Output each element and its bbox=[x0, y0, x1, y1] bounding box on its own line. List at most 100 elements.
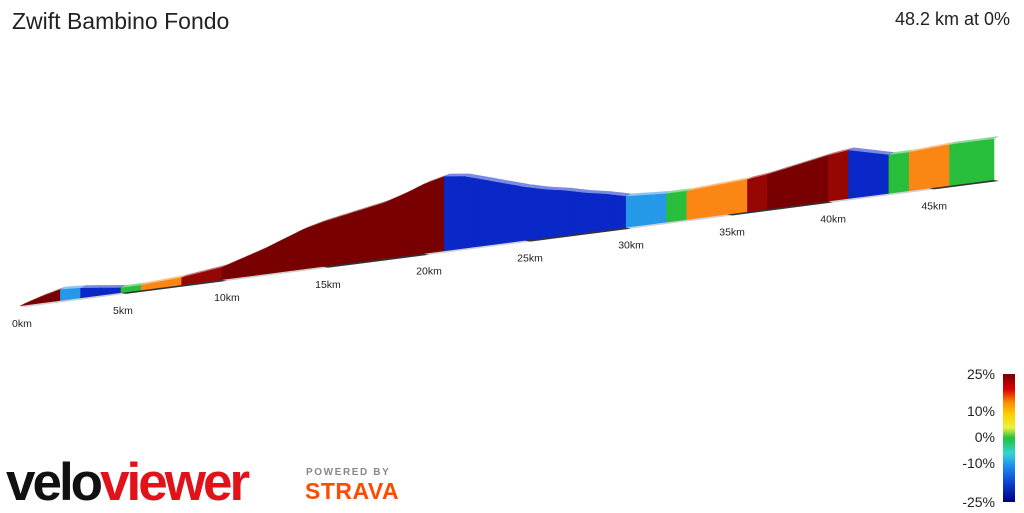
profile-segment bbox=[787, 166, 794, 208]
profile-segment bbox=[504, 183, 511, 244]
profile-segment bbox=[545, 189, 551, 239]
profile-segment-top bbox=[813, 155, 824, 161]
profile-segment-top bbox=[257, 246, 268, 253]
profile-segment bbox=[499, 182, 506, 245]
profile-segment bbox=[191, 273, 198, 285]
distance-strip bbox=[525, 227, 632, 242]
profile-segment bbox=[898, 152, 905, 193]
profile-segment bbox=[353, 210, 359, 264]
profile-segment-top bbox=[50, 288, 61, 294]
profile-segment bbox=[65, 288, 71, 301]
profile-segment bbox=[201, 270, 208, 283]
profile-segment bbox=[555, 189, 561, 238]
profile-segment bbox=[807, 159, 814, 205]
profile-segment-top bbox=[984, 136, 995, 141]
profile-segment-top bbox=[373, 201, 384, 207]
profile-segment bbox=[337, 215, 344, 266]
profile-segment-top bbox=[55, 286, 66, 292]
profile-segment-top bbox=[307, 222, 319, 228]
profile-segment-top bbox=[914, 147, 925, 152]
profile-segment bbox=[312, 223, 319, 269]
profile-segment bbox=[923, 148, 930, 190]
distance-strip bbox=[424, 240, 531, 255]
profile-segment-top bbox=[843, 147, 854, 152]
profile-segment bbox=[272, 241, 278, 274]
profile-segment-top bbox=[333, 214, 344, 219]
profile-segment bbox=[403, 191, 410, 257]
profile-segment-top bbox=[575, 188, 586, 193]
profile-segment bbox=[383, 200, 390, 260]
profile-segment bbox=[186, 274, 193, 285]
distance-strip bbox=[222, 266, 329, 281]
profile-segment bbox=[489, 180, 496, 246]
profile-segment-top bbox=[60, 286, 71, 290]
distance-strip bbox=[323, 253, 430, 268]
profile-segment bbox=[444, 176, 450, 252]
profile-segment-top bbox=[691, 186, 702, 191]
profile-segment-top bbox=[838, 148, 849, 154]
profile-segment-top bbox=[550, 186, 561, 191]
profile-segment-top bbox=[520, 183, 531, 188]
profile-segment bbox=[716, 184, 723, 217]
profile-segment bbox=[802, 161, 809, 206]
profile-segment-top bbox=[136, 282, 147, 287]
profile-segment bbox=[833, 152, 839, 202]
profile-segment bbox=[984, 139, 991, 182]
profile-segment bbox=[120, 286, 127, 294]
profile-segment bbox=[322, 220, 329, 268]
profile-segment-top bbox=[848, 147, 859, 152]
profile-segment-top bbox=[893, 150, 905, 155]
profile-segment bbox=[181, 275, 188, 286]
profile-segment-top bbox=[611, 191, 622, 196]
profile-segment bbox=[519, 186, 526, 242]
veloviewer-logo[interactable]: veloviewer bbox=[6, 452, 296, 513]
profile-segment bbox=[696, 187, 703, 219]
profile-segment-top bbox=[343, 211, 354, 216]
profile-segment-top bbox=[989, 136, 999, 140]
profile-segment bbox=[656, 193, 662, 224]
profile-segment bbox=[509, 184, 516, 243]
profile-segment-top bbox=[732, 178, 743, 183]
strava-logo[interactable]: STRAVA bbox=[305, 478, 400, 504]
profile-segment bbox=[287, 234, 294, 272]
profile-segment-top bbox=[565, 187, 576, 192]
profile-segment bbox=[413, 186, 420, 256]
profile-segment bbox=[858, 151, 864, 198]
profile-segment bbox=[817, 156, 824, 204]
profile-segment-top bbox=[681, 188, 692, 192]
profile-segment-top bbox=[767, 169, 778, 175]
profile-segment bbox=[969, 141, 976, 184]
profile-segment bbox=[762, 174, 768, 211]
profile-segment bbox=[681, 190, 688, 221]
profile-segment-top bbox=[782, 165, 793, 170]
profile-segment-top bbox=[909, 148, 920, 153]
profile-segment-top bbox=[661, 190, 672, 195]
profile-segment bbox=[469, 177, 475, 249]
profile-segment-top bbox=[535, 185, 546, 190]
profile-segment-top bbox=[45, 290, 56, 296]
profile-segment-top bbox=[434, 175, 445, 181]
profile-segment-top bbox=[464, 173, 475, 178]
profile-segment-top bbox=[929, 144, 940, 149]
profile-segment bbox=[292, 231, 299, 272]
profile-segment-top bbox=[686, 187, 697, 192]
profile-segment bbox=[125, 286, 132, 293]
profile-segment bbox=[408, 188, 415, 257]
profile-segment bbox=[317, 221, 324, 268]
profile-segment-top bbox=[934, 143, 945, 148]
profile-segment bbox=[822, 155, 829, 203]
profile-segment bbox=[974, 140, 981, 183]
profile-segment bbox=[989, 138, 995, 181]
profile-segment-top bbox=[186, 272, 197, 277]
km-tick-label: 40km bbox=[820, 213, 846, 225]
profile-segment bbox=[302, 227, 309, 270]
profile-segment bbox=[44, 292, 51, 304]
profile-segment-top bbox=[30, 296, 41, 302]
profile-segment-top bbox=[530, 184, 541, 189]
profile-segment bbox=[262, 246, 268, 275]
profile-segment bbox=[80, 287, 86, 299]
profile-segment bbox=[666, 192, 672, 223]
profile-segment-top bbox=[232, 257, 243, 264]
profile-segment bbox=[55, 289, 61, 302]
profile-segment bbox=[636, 195, 642, 227]
